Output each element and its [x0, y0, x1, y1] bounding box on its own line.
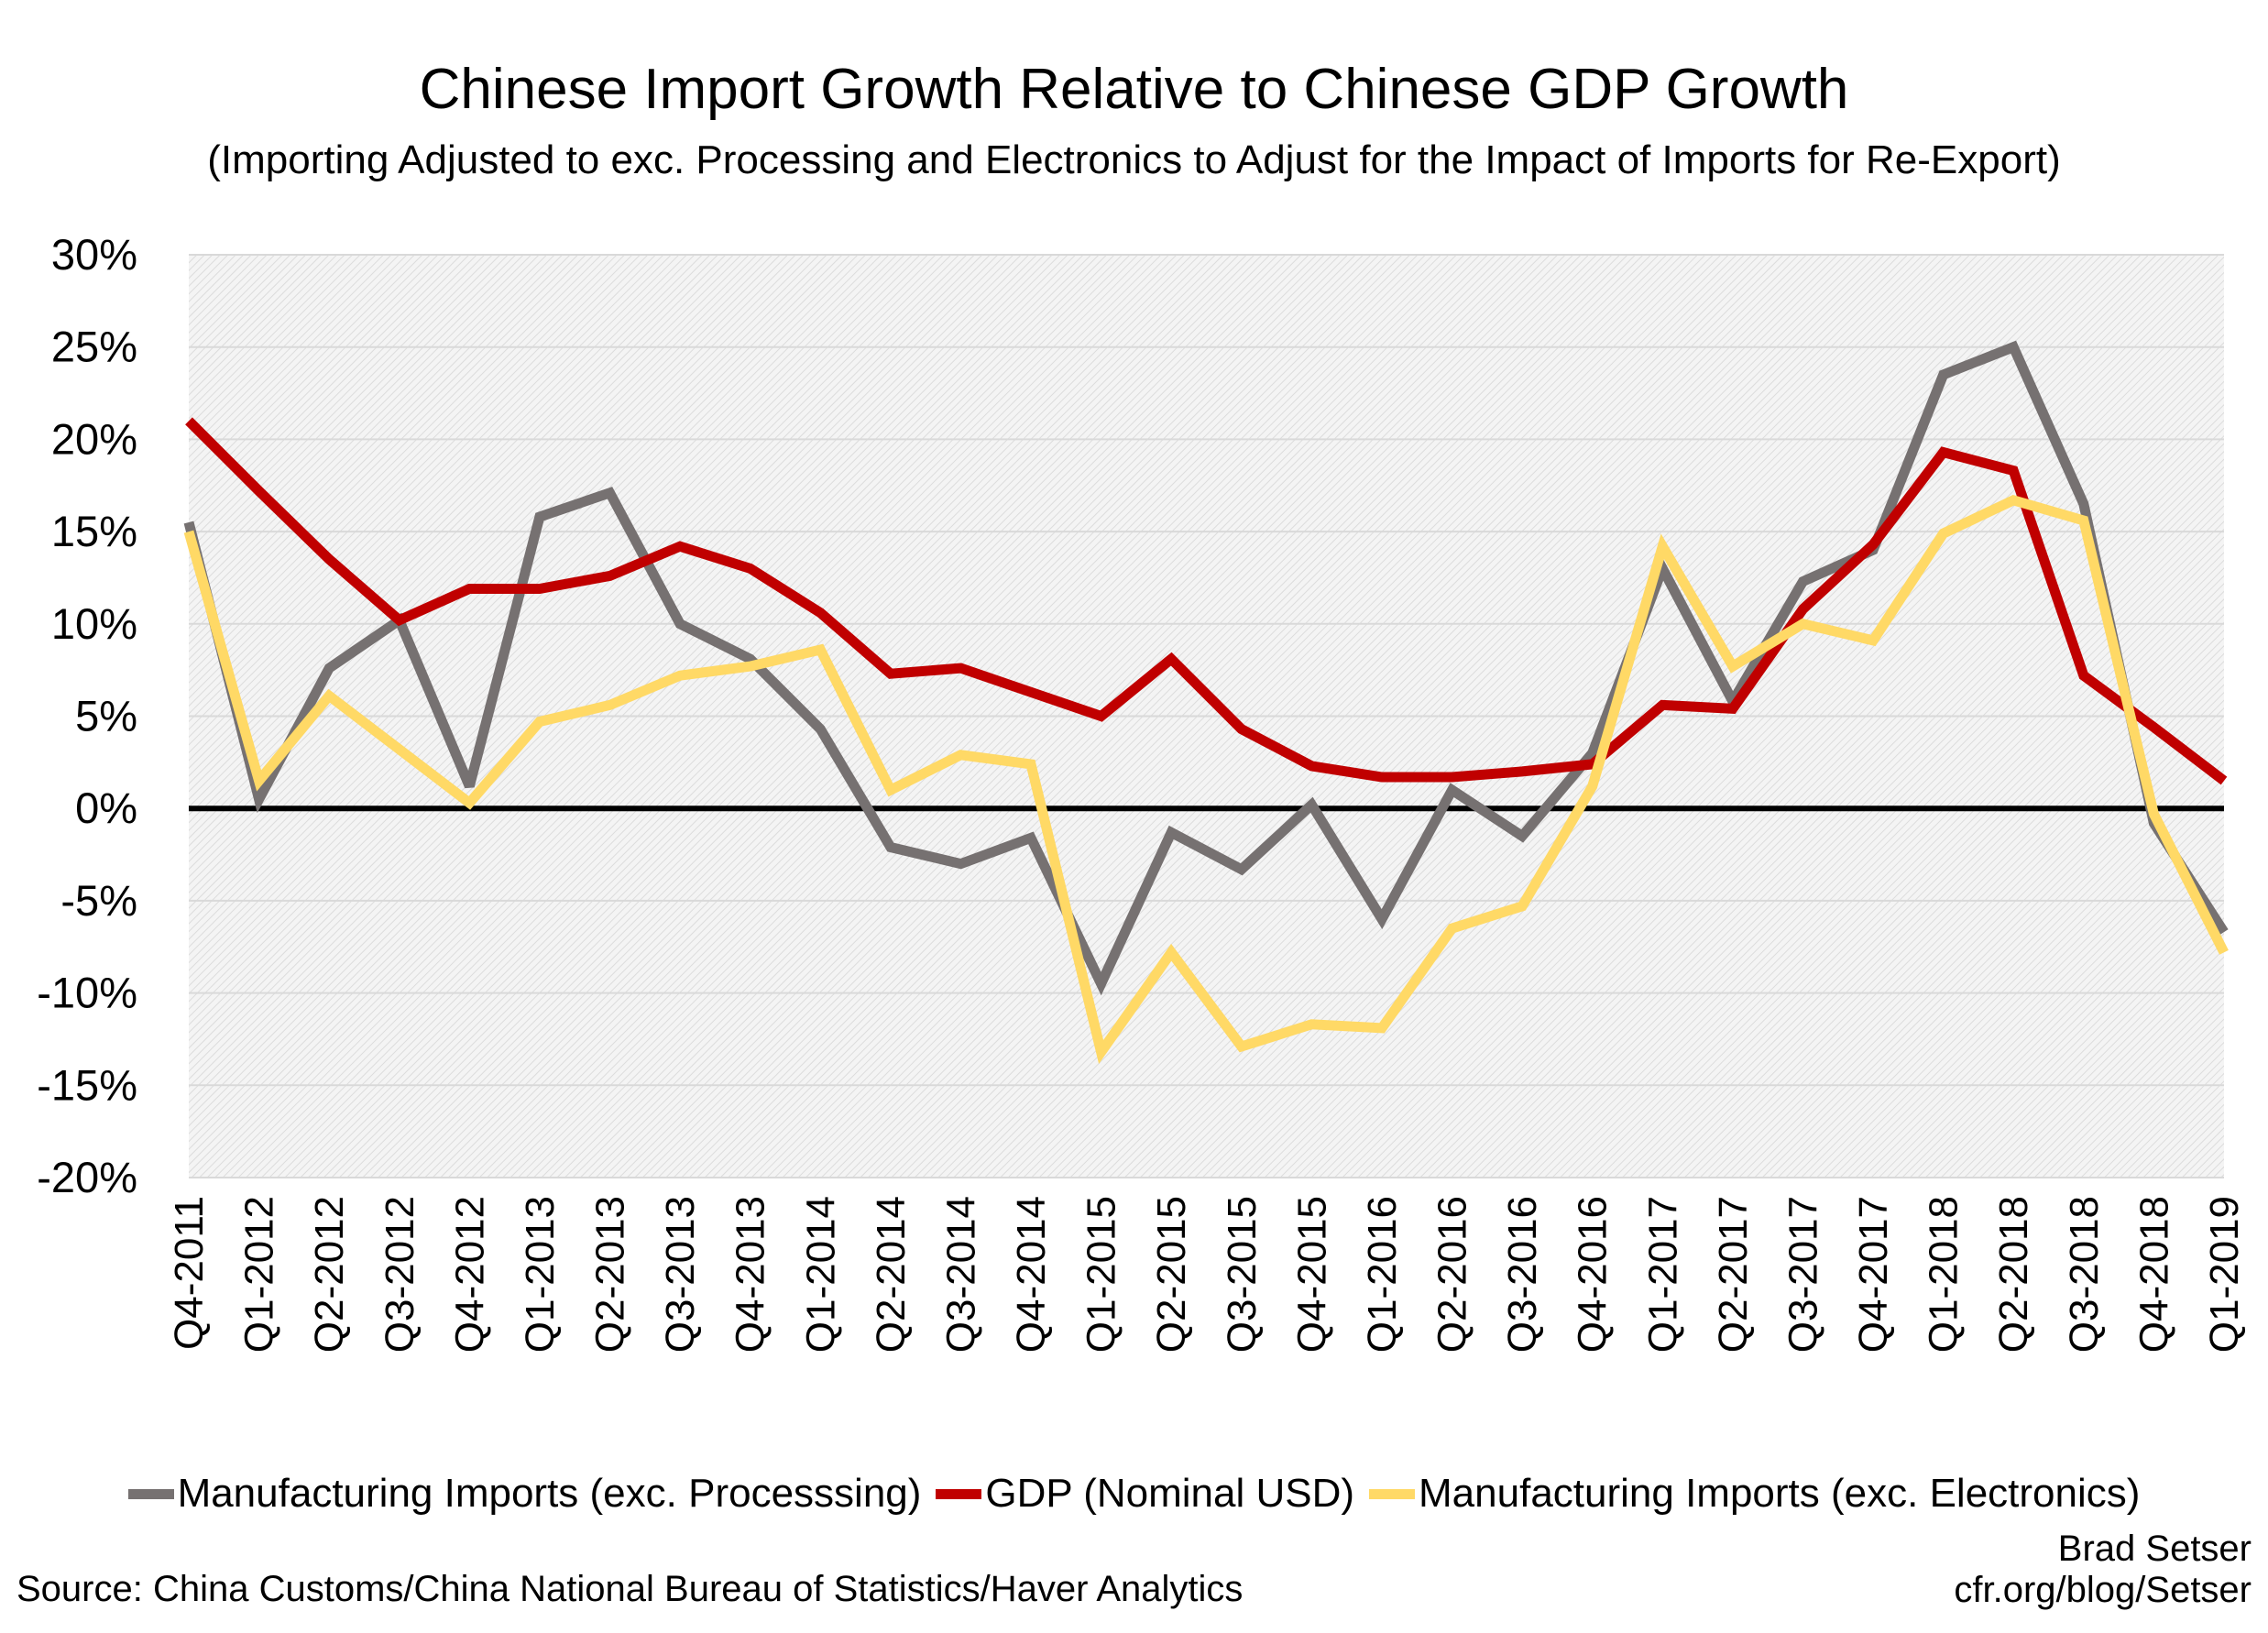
- legend-item: Manufacturing Imports (exc. Electronics): [1369, 1471, 2140, 1517]
- y-tick-label: 5%: [75, 692, 137, 740]
- x-tick-label: Q2-2015: [1149, 1196, 1194, 1353]
- x-tick-label: Q2-2014: [869, 1196, 914, 1353]
- x-tick-label: Q3-2018: [2062, 1196, 2107, 1353]
- x-tick-label: Q1-2017: [1640, 1196, 1685, 1353]
- x-tick-label: Q3-2013: [658, 1196, 703, 1353]
- x-tick-label: Q3-2012: [378, 1196, 422, 1353]
- legend-item: GDP (Nominal USD): [936, 1471, 1354, 1517]
- y-tick-label: -15%: [37, 1060, 137, 1109]
- y-tick-label: 15%: [51, 507, 137, 555]
- series-line-0: [183, 340, 2229, 996]
- x-tick-label: Q1-2013: [518, 1196, 563, 1353]
- x-tick-label: Q4-2015: [1289, 1196, 1334, 1353]
- y-tick-label: -5%: [60, 876, 137, 925]
- y-tick-label: 0%: [75, 784, 137, 832]
- series-line-2: [183, 495, 2229, 1065]
- legend-swatch-gray: [127, 1488, 174, 1499]
- source-note: Source: China Customs/China National Bur…: [16, 1569, 1244, 1609]
- x-tick-label: Q3-2015: [1220, 1196, 1265, 1353]
- legend-swatch-yellow: [1369, 1488, 1416, 1499]
- legend: Manufacturing Imports (exc. Processsing)…: [0, 1471, 2268, 1517]
- y-tick-label: -20%: [37, 1153, 137, 1201]
- chart-title: Chinese Import Growth Relative to Chines…: [419, 58, 1849, 121]
- legend-label: Manufacturing Imports (exc. Processsing): [177, 1471, 922, 1516]
- x-tick-label: Q4-2017: [1851, 1196, 1896, 1353]
- x-tick-label: Q3-2016: [1500, 1196, 1545, 1353]
- x-tick-label: Q4-2012: [447, 1196, 492, 1353]
- x-tick-label: Q2-2013: [588, 1196, 633, 1353]
- chart-subtitle: (Importing Adjusted to exc. Processing a…: [207, 137, 2061, 182]
- legend-swatch-red: [936, 1488, 982, 1499]
- x-tick-label: Q4-2011: [167, 1196, 212, 1350]
- y-tick-label: 20%: [51, 414, 137, 463]
- x-tick-label: Q4-2016: [1571, 1196, 1616, 1353]
- x-tick-label: Q2-2012: [307, 1196, 352, 1353]
- series-line-1: [185, 417, 2228, 785]
- y-tick-label: 25%: [51, 323, 137, 371]
- y-tick-label: 30%: [51, 230, 137, 279]
- x-tick-label: Q2-2017: [1711, 1196, 1756, 1353]
- x-tick-label: Q4-2014: [1009, 1196, 1054, 1353]
- y-tick-label: -10%: [37, 969, 137, 1017]
- site-link: cfr.org/blog/Setser: [1954, 1569, 2252, 1610]
- x-tick-label: Q1-2015: [1079, 1196, 1124, 1353]
- x-tick-label: Q3-2014: [938, 1196, 983, 1353]
- x-tick-label: Q4-2013: [729, 1196, 773, 1353]
- x-tick-label: Q2-2016: [1430, 1196, 1475, 1353]
- credit: Brad Setser cfr.org/blog/Setser: [1954, 1529, 2252, 1611]
- x-tick-label: Q1-2018: [1922, 1196, 1967, 1353]
- x-tick-label: Q1-2014: [798, 1196, 843, 1353]
- y-tick-label: 10%: [51, 599, 137, 648]
- author: Brad Setser: [2057, 1529, 2252, 1569]
- x-tick-label: Q1-2016: [1360, 1196, 1405, 1353]
- x-tick-label: Q1-2019: [2202, 1196, 2247, 1353]
- x-tick-label: Q4-2018: [2131, 1196, 2176, 1353]
- legend-item: Manufacturing Imports (exc. Processsing): [127, 1471, 922, 1517]
- legend-label: Manufacturing Imports (exc. Electronics): [1419, 1471, 2141, 1516]
- x-tick-label: Q1-2012: [237, 1196, 282, 1353]
- legend-label: GDP (Nominal USD): [985, 1471, 1355, 1516]
- x-tick-label: Q2-2018: [1991, 1196, 2036, 1353]
- x-tick-label: Q3-2017: [1780, 1196, 1825, 1353]
